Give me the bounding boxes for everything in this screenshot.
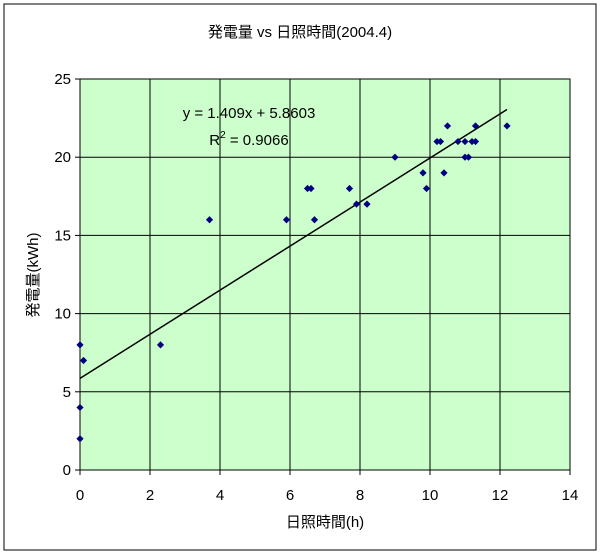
x-axis-title: 日照時間(h)	[286, 514, 364, 531]
grid-lines	[75, 78, 571, 475]
data-point	[503, 122, 511, 130]
trendline-equation: y = 1.409x + 5.8603	[183, 105, 316, 122]
data-point	[205, 216, 214, 224]
x-tick-label: 10	[422, 487, 439, 504]
r-squared-r: R	[209, 132, 220, 149]
data-point	[454, 137, 462, 146]
data-point	[471, 122, 480, 130]
y-tick-label: 5	[63, 384, 71, 401]
data-points	[76, 122, 511, 443]
data-point	[310, 216, 319, 224]
data-point	[76, 435, 84, 443]
r-squared-sup: 2	[220, 130, 226, 141]
y-tick-label: 20	[54, 149, 71, 166]
data-point	[464, 153, 473, 161]
tick-labels: 0 2 4 6 8 10 12 14 0 5 10 15 20 25	[54, 71, 578, 504]
x-tick-label: 6	[286, 487, 294, 504]
data-point	[345, 184, 354, 193]
r-squared-value: = 0.9066	[226, 132, 289, 149]
plot-area	[79, 78, 571, 471]
data-point	[363, 200, 371, 208]
x-tick-label: 12	[492, 487, 509, 504]
data-point	[79, 356, 88, 365]
data-point	[352, 200, 361, 208]
trendline	[79, 108, 508, 379]
y-tick-label: 0	[63, 462, 71, 479]
x-tick-label: 8	[356, 487, 364, 504]
data-point	[307, 184, 315, 193]
x-tick-label: 4	[216, 487, 224, 504]
data-point	[440, 169, 448, 177]
data-point	[461, 137, 469, 146]
x-tick-label: 0	[76, 487, 84, 504]
data-point	[76, 403, 84, 412]
x-tick-label: 2	[146, 487, 154, 504]
data-point	[422, 184, 431, 193]
data-point	[282, 216, 291, 224]
r-squared-label: R2 = 0.9066	[209, 130, 288, 149]
data-point	[156, 341, 165, 349]
y-tick-label: 15	[54, 227, 71, 244]
y-tick-label: 25	[54, 71, 71, 88]
data-point	[471, 137, 480, 146]
y-axis-title: 発電量(kWh)	[25, 233, 42, 318]
data-point	[391, 153, 399, 161]
x-tick-label: 14	[562, 487, 579, 504]
y-tick-label: 10	[54, 306, 71, 323]
data-point	[443, 122, 452, 130]
chart-title: 発電量 vs 日照時間(2004.4)	[208, 24, 392, 41]
data-point	[436, 137, 445, 146]
data-point	[419, 169, 427, 177]
data-point	[76, 341, 84, 349]
